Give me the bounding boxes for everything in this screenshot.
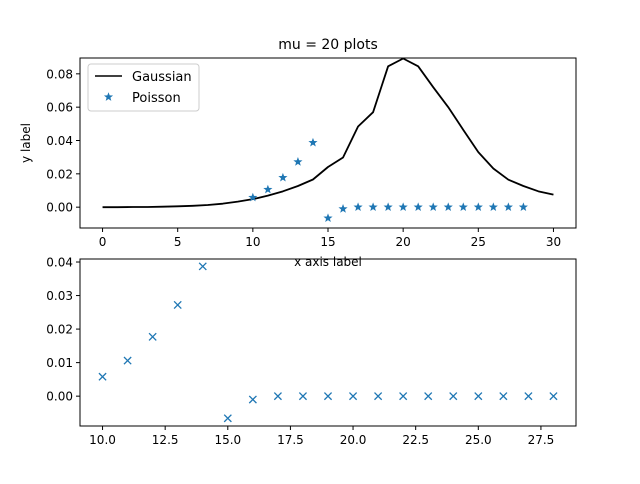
x-tick-label: 30 (546, 235, 561, 249)
x-tick-label: 12.5 (152, 433, 179, 447)
poisson-x-point (499, 392, 508, 401)
top-plot-y-ticks: 0.00 0.02 0.04 0.06 0.08 (46, 67, 80, 215)
poisson-star-point (473, 202, 483, 212)
y-tick-label: 0.04 (46, 134, 73, 148)
x-tick-label: 20.0 (340, 433, 367, 447)
poisson-star-point (398, 202, 408, 212)
poisson-star-point (308, 137, 318, 147)
poisson-x-point (273, 392, 282, 401)
x-tick-label: 17.5 (277, 433, 304, 447)
poisson-star-point (353, 202, 363, 212)
poisson-x-point (248, 395, 257, 404)
poisson-x-point (449, 392, 458, 401)
top-plot-x-ticks: 0 5 10 15 20 25 30 (99, 228, 561, 249)
bottom-plot-x-ticks: 10.0 12.5 15.0 17.5 20.0 22.5 25.0 27.5 (89, 426, 554, 447)
poisson-x-point (399, 392, 408, 401)
poisson-star-point (413, 202, 423, 212)
x-tick-label: 10.0 (89, 433, 116, 447)
x-tick-label: 27.5 (528, 433, 555, 447)
top-plot-title: mu = 20 plots (278, 37, 378, 53)
x-tick-label: 15 (320, 235, 335, 249)
poisson-x-point (223, 414, 232, 423)
top-plot: mu = 20 plots 0 5 10 15 20 25 30 0.000.020.040… (19, 37, 577, 269)
x-tick-label: 5 (174, 235, 182, 249)
y-tick-label: 0.01 (46, 356, 73, 370)
poisson-star-point (443, 202, 453, 212)
poisson-x-point (198, 262, 207, 271)
poisson-star-point (338, 204, 348, 213)
poisson-star-point (293, 157, 303, 166)
poisson-star-point (323, 213, 333, 223)
x-tick-label: 10 (245, 235, 260, 249)
legend-gaussian-label: Gaussian (132, 70, 192, 85)
poisson-star-point (503, 202, 513, 212)
y-tick-label: 0.02 (46, 167, 73, 181)
poisson-x-point (123, 356, 132, 365)
y-tick-label: 0.04 (46, 256, 73, 270)
poisson-x-point (549, 392, 558, 401)
poisson-x-point (348, 392, 358, 401)
poisson-x-point (98, 372, 107, 381)
gaussian-line (102, 57, 554, 209)
bottom-plot: 10.0 12.5 15.0 17.5 20.0 22.5 25.0 27.5 0.000.0… (46, 256, 577, 447)
poisson-star-point (518, 202, 528, 212)
poisson-x-point (148, 332, 157, 341)
x-tick-label: 0 (99, 235, 107, 249)
y-tick-label: 0.08 (46, 67, 73, 81)
poisson-star-point (278, 172, 288, 182)
top-plot-y-axis-label: y label (19, 123, 33, 163)
legend: Gaussian Poisson (87, 63, 200, 112)
poisson-star-point (368, 202, 378, 212)
poisson-star-point (458, 202, 468, 212)
y-tick-label: 0.02 (46, 323, 73, 337)
poisson-x-point (173, 300, 182, 310)
poisson-star-point (248, 192, 258, 202)
poisson-x-point (474, 392, 483, 401)
legend-poisson-swatch (103, 92, 114, 101)
y-tick-label: 0.00 (46, 390, 73, 404)
top-plot-marks (102, 57, 554, 223)
poisson-star-point (488, 202, 498, 212)
bottom-plot-marks (98, 262, 558, 423)
poisson-x-point (374, 392, 383, 401)
x-tick-label: 25.0 (465, 433, 492, 447)
bottom-plot-y-ticks: 0.00 0.01 0.02 0.03 0.04 (46, 256, 80, 404)
y-tick-label: 0.03 (46, 289, 73, 303)
poisson-x-point (323, 392, 333, 401)
x-tick-label: 22.5 (402, 433, 429, 447)
bottom-plot-frame (79, 258, 577, 427)
poisson-x-point (298, 392, 308, 401)
poisson-star-point (428, 202, 438, 212)
legend-poisson-label: Poisson (132, 91, 181, 106)
y-tick-label: 0.00 (46, 201, 73, 215)
y-tick-label: 0.06 (46, 101, 73, 115)
x-tick-label: 15.0 (214, 433, 241, 447)
poisson-x-point (424, 392, 433, 401)
x-tick-label: 20 (396, 235, 411, 249)
poisson-star-point (263, 184, 273, 194)
poisson-star-point (383, 202, 393, 212)
x-tick-label: 25 (471, 235, 486, 249)
poisson-x-point (524, 392, 533, 401)
top-plot-x-axis-label: x axis label (294, 255, 362, 269)
